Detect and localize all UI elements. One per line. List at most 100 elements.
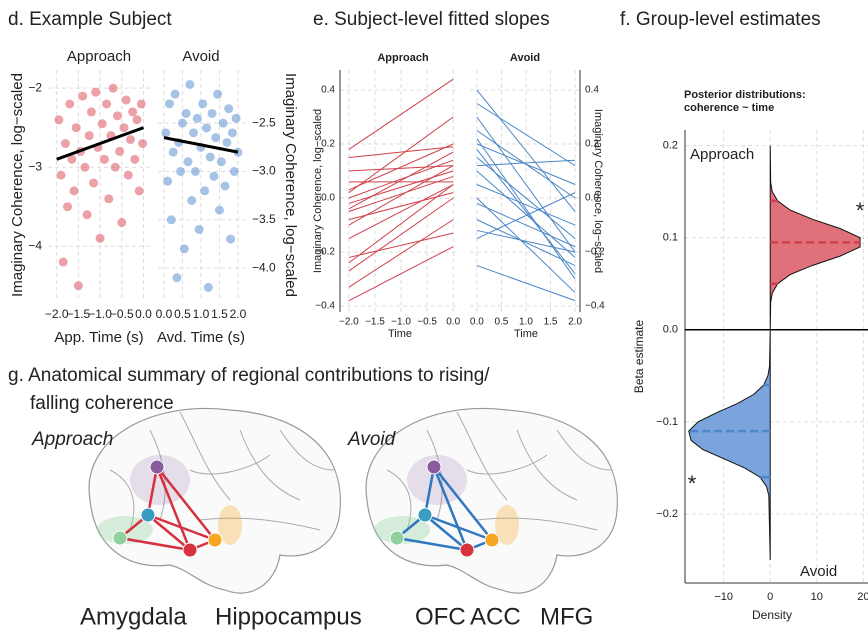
region-node <box>484 532 500 548</box>
x-tick-label: 0.5 <box>174 307 191 321</box>
series-label: Avoid <box>800 563 837 580</box>
y-tick-label: −3 <box>28 159 42 173</box>
line <box>476 192 576 239</box>
point <box>190 166 200 176</box>
legend-entry: Amygdala <box>80 603 187 630</box>
network-edge <box>119 536 191 552</box>
x-tick-label: −1.5 <box>67 307 91 321</box>
x-tick-label: 0.0 <box>135 307 152 321</box>
x-tick-label: 2.0 <box>568 317 582 328</box>
y-axis-label: Imaginary Coherence, log−scaled <box>282 73 299 297</box>
subplot-title: Avoid <box>182 48 219 65</box>
point <box>161 128 171 138</box>
line <box>348 165 454 172</box>
x-axis-label: Avd. Time (s) <box>157 329 245 346</box>
y-tick-label: −0.2 <box>585 247 605 258</box>
subplot-title: Avoid <box>510 52 540 64</box>
density-area <box>688 329 771 560</box>
point <box>138 139 148 149</box>
point <box>172 273 182 283</box>
point <box>95 233 105 243</box>
network-edge <box>147 513 216 542</box>
point <box>73 281 83 291</box>
point <box>110 162 120 172</box>
legend-entry: OFC <box>415 603 466 630</box>
point <box>60 139 70 149</box>
line <box>476 103 576 167</box>
x-tick-label: 1.0 <box>193 307 210 321</box>
region-node <box>426 459 442 475</box>
point <box>134 186 144 196</box>
x-tick-label: 0.5 <box>494 317 508 328</box>
x-tick-label: −1.0 <box>391 317 411 328</box>
point <box>168 147 178 157</box>
point <box>170 89 180 99</box>
x-tick-label: 20 <box>857 591 868 603</box>
x-axis-label: Density <box>752 608 792 622</box>
line <box>476 157 576 239</box>
y-tick-label: 0.2 <box>321 139 335 150</box>
point <box>181 108 191 118</box>
point <box>185 79 195 89</box>
point <box>166 215 176 225</box>
point <box>226 234 236 244</box>
line <box>476 149 576 274</box>
line <box>348 165 454 226</box>
line <box>348 170 454 204</box>
network-edge <box>396 536 468 552</box>
line <box>348 78 454 150</box>
x-axis-label: App. Time (s) <box>54 329 143 346</box>
point <box>125 135 135 145</box>
x-tick-label: 10 <box>811 591 823 603</box>
panel-title: d. Example Subject <box>8 9 172 30</box>
x-tick-label: −2.0 <box>45 307 69 321</box>
point <box>205 152 215 162</box>
point <box>136 99 146 109</box>
x-tick-label: 0.0 <box>156 307 173 321</box>
brain-outline <box>365 407 618 594</box>
region-node <box>389 530 405 546</box>
line <box>348 197 454 272</box>
y-tick-label: 0.0 <box>663 324 678 336</box>
line <box>476 229 576 253</box>
point <box>164 99 174 109</box>
series-label: Approach <box>690 146 754 163</box>
subplot-title: Posterior distributions: <box>684 89 806 101</box>
point <box>80 162 90 172</box>
point <box>179 244 189 254</box>
point <box>67 154 77 164</box>
point <box>203 282 213 292</box>
region-node <box>417 507 433 523</box>
line <box>348 219 454 288</box>
network-label: Approach <box>31 429 113 450</box>
y-tick-label: 0.0 <box>585 193 599 204</box>
line <box>476 170 576 258</box>
point <box>99 154 109 164</box>
point <box>187 195 197 205</box>
line <box>348 246 454 302</box>
line <box>348 232 454 258</box>
y-tick-label: 0.2 <box>663 140 678 152</box>
y-tick-label: −0.4 <box>315 301 335 312</box>
region-node <box>140 507 156 523</box>
point <box>56 170 66 180</box>
point <box>218 118 228 128</box>
line <box>476 89 576 212</box>
point <box>91 87 101 97</box>
network-edge <box>424 514 468 551</box>
y-axis-label: Imaginary Coherence, log−scaled <box>592 109 604 273</box>
line <box>348 184 454 239</box>
point <box>198 99 208 109</box>
point <box>97 119 107 129</box>
point <box>102 99 112 109</box>
annotation: * <box>688 471 697 496</box>
point <box>117 218 127 228</box>
point <box>89 178 99 188</box>
point <box>58 257 68 267</box>
region-node <box>149 459 165 475</box>
point <box>115 146 125 156</box>
subplot-title: Approach <box>377 52 429 64</box>
line <box>476 219 576 266</box>
panel-title: g. Anatomical summary of regional contri… <box>8 365 490 386</box>
